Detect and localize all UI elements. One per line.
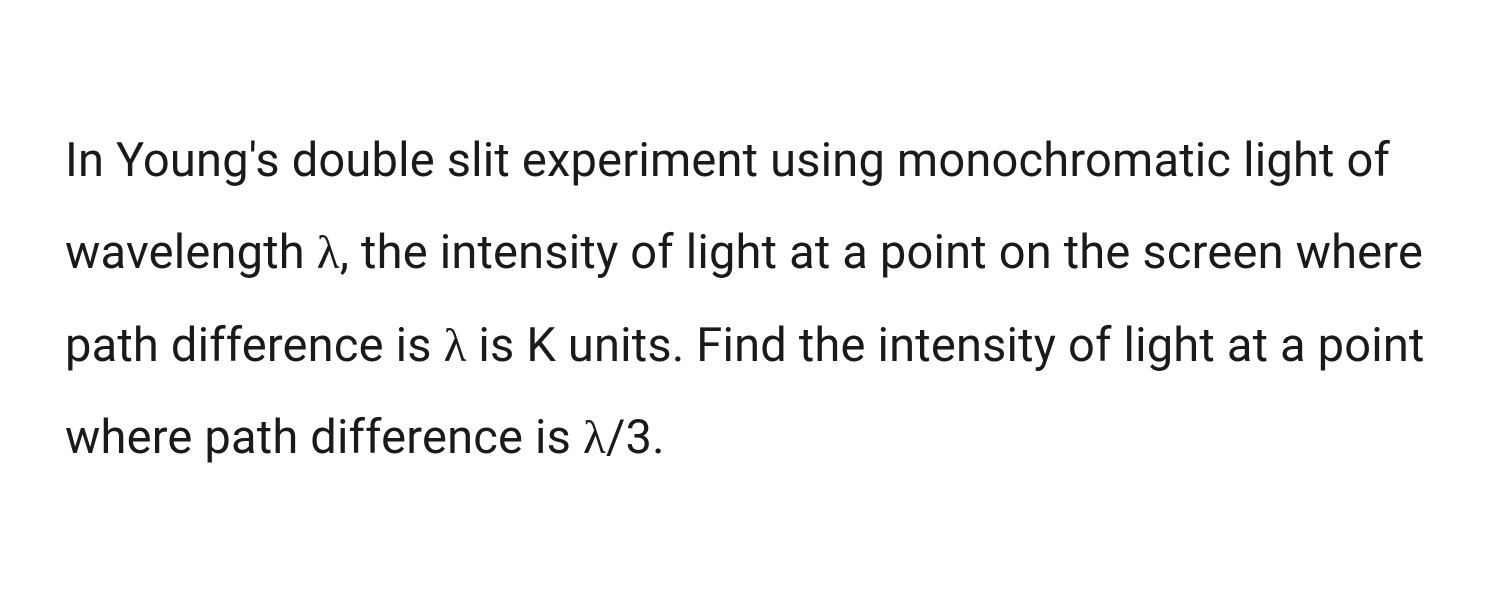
lambda-symbol-1: λ: [317, 227, 340, 279]
question-part-4: /3.: [606, 410, 665, 465]
lambda-symbol-2: λ: [444, 320, 467, 372]
physics-question-text: In Young's double slit experiment using …: [65, 115, 1435, 485]
lambda-symbol-3: λ: [583, 412, 606, 464]
